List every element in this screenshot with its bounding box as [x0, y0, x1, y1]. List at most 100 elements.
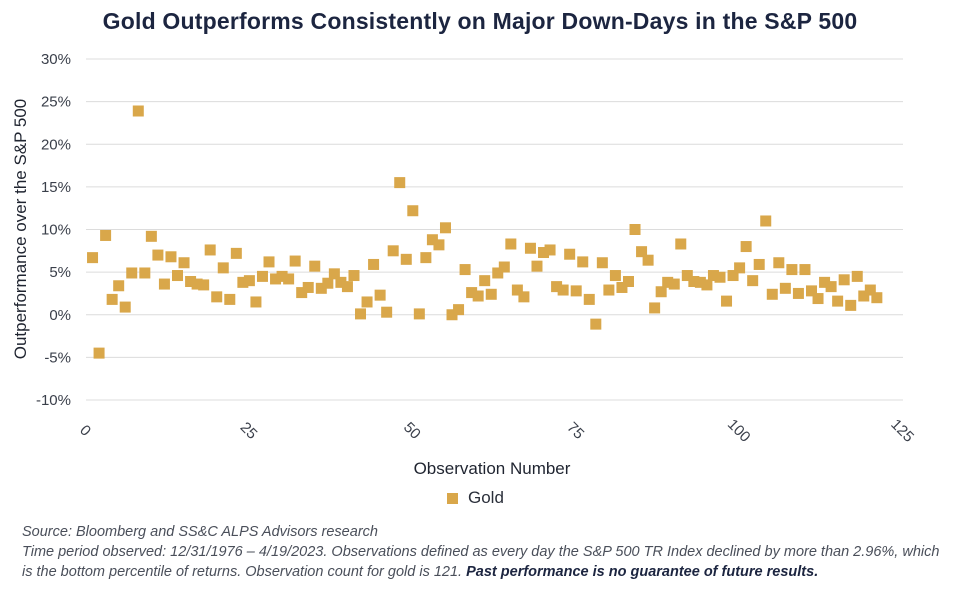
data-point	[609, 270, 621, 282]
x-tick-label: 100	[724, 416, 754, 446]
data-point	[407, 205, 419, 217]
time-period-note: Time period observed: 12/31/1976 – 4/19/…	[22, 542, 952, 582]
data-point	[217, 262, 229, 274]
data-point	[629, 224, 641, 235]
data-point	[805, 285, 817, 297]
data-point	[165, 251, 177, 263]
data-point	[283, 273, 295, 285]
data-point	[492, 267, 504, 279]
y-tick-label: 0%	[49, 307, 71, 324]
data-point	[256, 270, 268, 282]
data-point	[191, 278, 203, 290]
y-tick-label: -5%	[44, 349, 71, 366]
y-axis-label: Outperformance over the S&P 500	[11, 99, 30, 360]
data-point	[106, 293, 118, 305]
data-point	[505, 238, 517, 250]
data-point	[747, 275, 759, 287]
data-point	[204, 244, 216, 256]
data-point	[158, 278, 170, 290]
data-point	[485, 288, 497, 300]
data-point	[152, 249, 164, 261]
data-point	[446, 309, 458, 321]
data-point	[792, 287, 804, 299]
data-point	[551, 281, 563, 293]
data-point	[570, 285, 582, 297]
data-point	[688, 276, 700, 288]
data-point	[87, 252, 99, 264]
data-point	[250, 296, 262, 308]
data-point	[845, 299, 857, 311]
data-point	[439, 222, 451, 234]
data-point	[518, 291, 530, 303]
data-point	[825, 281, 837, 293]
data-point	[243, 275, 255, 287]
data-point	[93, 347, 105, 359]
y-tick-label: 10%	[41, 222, 71, 239]
data-point	[413, 308, 425, 320]
data-point	[583, 293, 595, 305]
y-tick-label: 15%	[41, 179, 71, 196]
data-point	[760, 215, 772, 227]
data-point	[426, 234, 438, 246]
data-point	[832, 295, 844, 307]
data-point	[622, 276, 634, 288]
data-point	[126, 267, 138, 279]
x-tick-label: 0	[76, 422, 94, 440]
data-point	[453, 304, 465, 316]
legend: Gold	[447, 488, 504, 508]
data-point	[812, 293, 824, 305]
data-point	[172, 270, 184, 282]
data-point	[263, 256, 275, 268]
data-point	[871, 292, 883, 304]
data-point	[139, 267, 151, 279]
x-tick-label: 75	[563, 419, 587, 443]
data-point	[740, 241, 752, 253]
data-point	[721, 295, 733, 307]
data-point	[230, 247, 242, 259]
data-point	[675, 238, 687, 250]
data-point	[479, 275, 491, 287]
y-axis-ticks: -10% -5% 0% 5% 10% 15% 20% 25% 30%	[36, 51, 71, 409]
source-line: Source: Bloomberg and SS&C ALPS Advisors…	[22, 524, 378, 540]
data-point	[400, 253, 412, 265]
data-point	[668, 278, 680, 290]
y-tick-label: 30%	[41, 51, 71, 68]
data-point	[538, 247, 550, 259]
x-axis-ticks: 0 25 50 75 100 125	[76, 416, 917, 446]
data-point	[289, 255, 301, 267]
data-point	[335, 276, 347, 288]
data-point	[642, 254, 654, 266]
y-tick-label: 20%	[41, 136, 71, 153]
data-point	[119, 301, 131, 313]
data-point	[178, 257, 190, 269]
data-point	[185, 276, 197, 288]
data-point	[224, 293, 236, 305]
data-point	[433, 239, 445, 251]
data-point	[681, 270, 693, 282]
data-point	[779, 282, 791, 294]
data-point	[766, 288, 778, 300]
data-point	[498, 261, 510, 273]
data-point	[113, 280, 125, 292]
data-point	[590, 318, 602, 330]
data-point	[544, 244, 556, 256]
data-point	[387, 245, 399, 257]
legend-label: Gold	[468, 488, 504, 507]
data-point	[361, 296, 373, 308]
data-point	[564, 248, 576, 260]
data-point	[662, 276, 674, 288]
data-point	[100, 229, 112, 241]
data-point	[524, 242, 536, 254]
data-point	[420, 252, 432, 264]
data-point	[368, 258, 380, 270]
data-point	[381, 306, 393, 318]
data-point	[322, 277, 334, 289]
data-point	[394, 177, 406, 189]
data-point	[374, 289, 386, 301]
data-point	[198, 279, 210, 291]
disclaimer: Past performance is no guarantee of futu…	[466, 564, 819, 580]
x-axis-label: Observation Number	[414, 459, 571, 478]
data-point	[459, 264, 471, 276]
data-point	[858, 290, 870, 302]
